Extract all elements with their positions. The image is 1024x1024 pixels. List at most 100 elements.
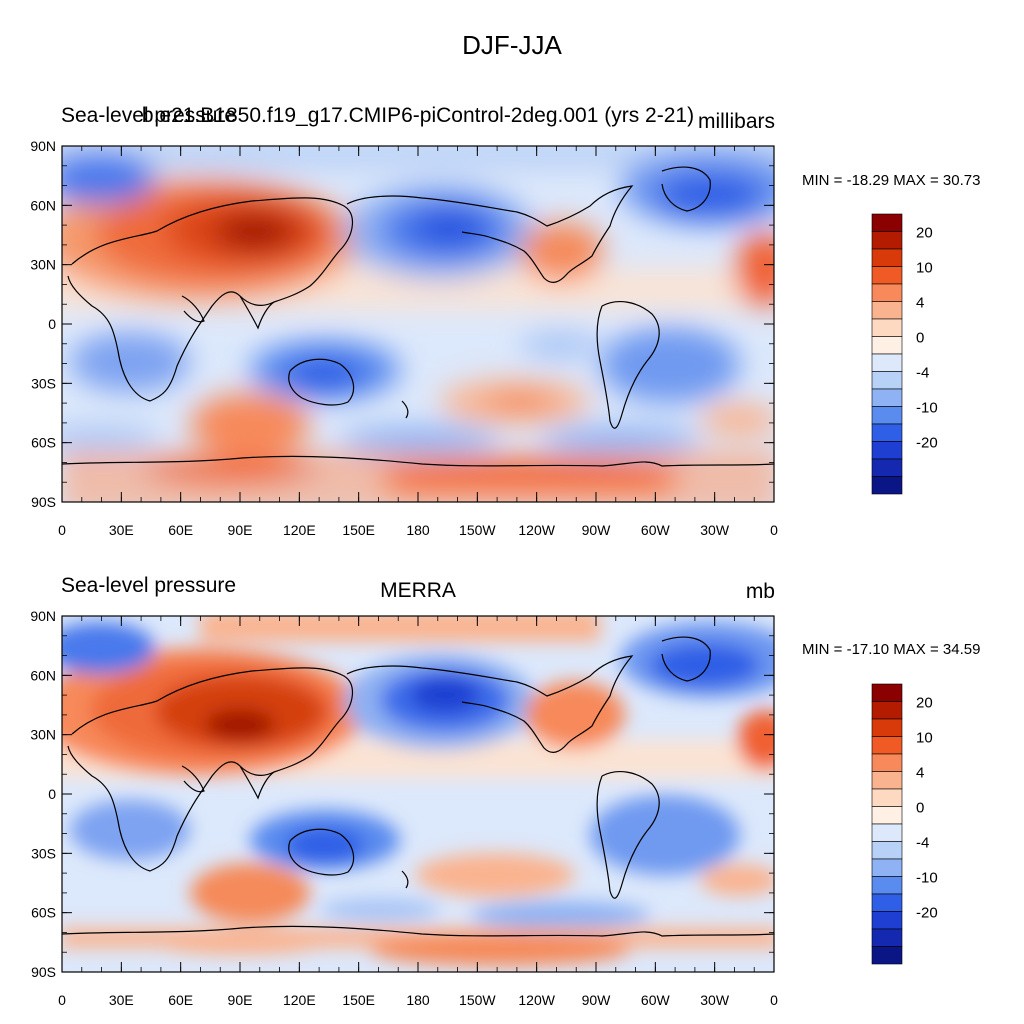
colorbar-swatch: [871, 841, 903, 860]
colorbar-swatch: [871, 701, 903, 720]
lon-tick-label: 60E: [168, 522, 193, 538]
lon-tick-label: 0: [770, 992, 778, 1008]
lon-tick-label: 90E: [228, 992, 253, 1008]
coastline-group-1: [61, 166, 775, 467]
colorbar-swatch: [871, 858, 903, 877]
lon-tick-label: 90W: [582, 522, 612, 538]
lon-tick-label: 150E: [342, 522, 375, 538]
colorbar-label: -10: [916, 870, 938, 887]
colorbar-swatch: [871, 266, 903, 285]
colorbar-label: -20: [916, 435, 938, 452]
colorbar-swatch: [871, 231, 903, 250]
colorbar-label: 20: [916, 225, 933, 242]
colorbar-swatch: [871, 441, 903, 460]
lat-tick-label: 30S: [31, 375, 56, 391]
coastline-group-2: [61, 636, 775, 937]
colorbar-swatch: [871, 718, 903, 737]
colorbar-swatch: [871, 911, 903, 930]
colorbar-swatch: [871, 406, 903, 425]
figure-title: DJF-JJA: [462, 30, 562, 60]
lon-tick-label: 120E: [283, 522, 316, 538]
lon-tick-label: 0: [58, 992, 66, 1008]
panel1-case-label: b.e21.B1850.f19_g17.CMIP6-piControl-2deg…: [141, 104, 695, 127]
colorbar-swatch: [871, 301, 903, 320]
lon-tick-label: 150E: [342, 992, 375, 1008]
colorbar-swatch: [871, 371, 903, 390]
lat-tick-label: 90S: [31, 494, 56, 510]
lat-tick-label: 60N: [30, 667, 56, 683]
lon-tick-label: 120W: [518, 522, 555, 538]
lon-tick-label: 30E: [109, 992, 134, 1008]
panel2-variable-label: Sea-level pressure: [61, 574, 237, 597]
colorbar-label: -4: [916, 365, 929, 382]
lon-tick-label: 30W: [700, 992, 730, 1008]
colorbar-swatch: [871, 283, 903, 302]
colorbar-swatch: [871, 318, 903, 337]
colorbar-swatch: [871, 753, 903, 772]
lat-tick-label: 60S: [31, 905, 56, 921]
lon-tick-label: 30W: [700, 522, 730, 538]
colorbar-swatch: [871, 476, 903, 495]
colorbar-swatch: [871, 683, 903, 702]
lat-tick-label: 30N: [30, 727, 56, 743]
panel2-units-label: mb: [745, 580, 775, 603]
colorbar-swatch: [871, 388, 903, 407]
colorbar-label: 0: [916, 330, 924, 347]
colorbar-swatch: [871, 946, 903, 965]
lat-tick-label: 0: [48, 786, 56, 802]
panel1-units-label: millibars: [697, 110, 775, 133]
lat-tick-label: 90N: [30, 608, 56, 624]
lon-tick-label: 150W: [459, 522, 496, 538]
lon-tick-label: 60W: [641, 522, 671, 538]
colorbars: 20 10 4 0 -4 -10 -20 20 10 4 0 -4 -10 -20: [871, 213, 938, 965]
lon-tick-label: 180: [406, 992, 430, 1008]
colorbar-2: 20 10 4 0 -4 -10 -20: [871, 683, 938, 965]
colorbar-swatch: [871, 876, 903, 895]
colorbar-label: 4: [916, 295, 924, 312]
panel2-minmax: MIN = -17.10 MAX = 34.59: [802, 641, 981, 658]
lat-tick-label: 30S: [31, 845, 56, 861]
colorbar-label: 0: [916, 800, 924, 817]
lon-tick-label: 60E: [168, 992, 193, 1008]
colorbar-swatch: [871, 353, 903, 372]
lon-tick-label: 120W: [518, 992, 555, 1008]
colorbar-label: 10: [916, 260, 933, 277]
colorbar-swatch: [871, 213, 903, 232]
lat-tick-label: 90S: [31, 964, 56, 980]
lat-tick-label: 60S: [31, 435, 56, 451]
coastlines: [61, 166, 775, 937]
lat-tick-label: 90N: [30, 138, 56, 154]
map-panel-2: [62, 616, 774, 972]
lon-tick-label: 120E: [283, 992, 316, 1008]
lat-tick-label: 30N: [30, 257, 56, 273]
lon-tick-label: 150W: [459, 992, 496, 1008]
lon-tick-label: 0: [58, 522, 66, 538]
colorbar-swatch: [871, 823, 903, 842]
panel2-case-label: MERRA: [380, 579, 456, 602]
colorbar-label: -10: [916, 400, 938, 417]
lon-tick-label: 0: [770, 522, 778, 538]
map-panel-1: [62, 146, 774, 502]
panel1-variable-label: Sea-level pressure: [61, 104, 237, 127]
colorbar-swatch: [871, 423, 903, 442]
lon-tick-label: 90W: [582, 992, 612, 1008]
colorbar-swatch: [871, 736, 903, 755]
lon-tick-label: 180: [406, 522, 430, 538]
colorbar-label: -20: [916, 905, 938, 922]
lon-tick-label: 90E: [228, 522, 253, 538]
colorbar-swatch: [871, 248, 903, 267]
lon-tick-label: 30E: [109, 522, 134, 538]
colorbar-label: -4: [916, 835, 929, 852]
colorbar-swatch: [871, 928, 903, 947]
lat-tick-label: 60N: [30, 197, 56, 213]
lat-tick-label: 0: [48, 316, 56, 332]
colorbar-swatch: [871, 788, 903, 807]
colorbar-label: 10: [916, 730, 933, 747]
colorbar-swatch: [871, 771, 903, 790]
colorbar-swatch: [871, 458, 903, 477]
colorbar-swatch: [871, 336, 903, 355]
colorbar-swatch: [871, 806, 903, 825]
panel1-minmax: MIN = -18.29 MAX = 30.73: [802, 172, 981, 189]
colorbar-1: 20 10 4 0 -4 -10 -20: [871, 213, 938, 495]
